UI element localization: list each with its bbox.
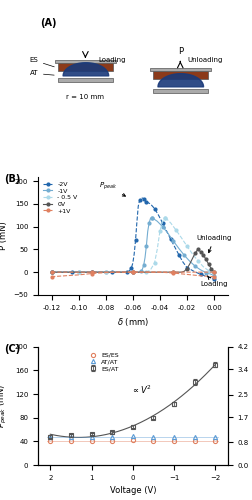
Y-axis label: P (mN): P (mN) (0, 222, 8, 250)
Y-axis label: $P_{peak}$ (mN): $P_{peak}$ (mN) (0, 384, 9, 428)
AT/AT (110, 434, 113, 440)
Text: Unloading: Unloading (196, 236, 231, 252)
AT/AT (151, 434, 154, 440)
Text: Unloading: Unloading (187, 57, 222, 63)
ES/ES (151, 438, 154, 444)
Text: (C): (C) (4, 344, 20, 354)
Text: (A): (A) (40, 18, 56, 28)
X-axis label: $\delta$ (mm): $\delta$ (mm) (116, 316, 148, 328)
Text: Loading: Loading (200, 276, 227, 287)
ES/ES (90, 438, 93, 444)
ES/ES (213, 438, 216, 444)
Text: (B): (B) (4, 174, 20, 184)
FancyBboxPatch shape (149, 68, 210, 71)
Text: r = 10 mm: r = 10 mm (66, 94, 104, 100)
Text: Loading: Loading (98, 57, 126, 63)
ES/ES (69, 438, 72, 444)
Line: ES/ES: ES/ES (48, 438, 216, 444)
FancyBboxPatch shape (58, 78, 112, 82)
Legend: ES/ES, AT/AT, ES/AT: ES/ES, AT/AT, ES/AT (87, 350, 121, 374)
FancyBboxPatch shape (55, 60, 115, 63)
AT/AT (131, 433, 134, 439)
AT/AT (49, 434, 52, 440)
AT/AT (172, 434, 175, 440)
ES/ES (172, 438, 175, 444)
ES/ES (49, 438, 52, 444)
ES/ES (131, 437, 134, 443)
X-axis label: Voltage (V): Voltage (V) (109, 486, 155, 496)
Text: $\propto V^2$: $\propto V^2$ (130, 384, 151, 396)
FancyBboxPatch shape (152, 70, 207, 80)
AT/AT (69, 434, 72, 440)
AT/AT (193, 434, 196, 440)
Text: ES: ES (29, 57, 54, 67)
FancyBboxPatch shape (152, 89, 207, 94)
Line: AT/AT: AT/AT (48, 434, 216, 440)
Text: P: P (177, 48, 182, 56)
Legend: -2V, -1V, - 0.5 V, 0V, +1V: -2V, -1V, - 0.5 V, 0V, +1V (41, 180, 79, 216)
ES/ES (110, 438, 113, 444)
FancyBboxPatch shape (58, 62, 112, 71)
Text: $P_{peak}$: $P_{peak}$ (99, 180, 125, 196)
AT/AT (90, 434, 93, 440)
Text: AT: AT (29, 70, 54, 76)
ES/ES (193, 438, 196, 444)
AT/AT (213, 434, 216, 440)
